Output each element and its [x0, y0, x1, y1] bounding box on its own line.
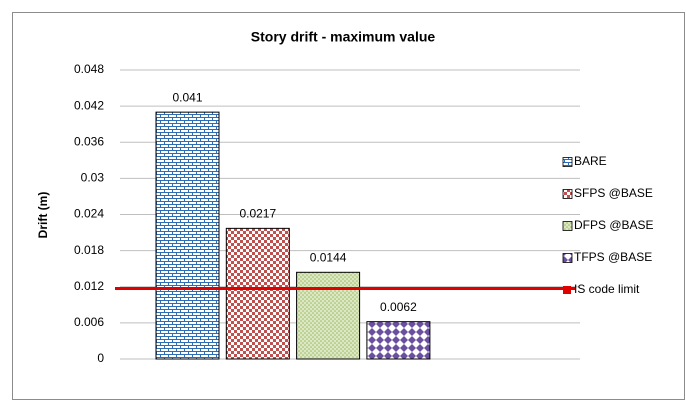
bar	[366, 321, 431, 360]
bar	[296, 271, 361, 360]
legend-label: SFPS @BASE	[574, 186, 653, 200]
y-tick-label: 0.024	[74, 207, 104, 221]
data-label: 0.0217	[239, 207, 276, 221]
legend-label: IS code limit	[574, 282, 640, 296]
y-tick-label: 0.042	[74, 98, 104, 112]
y-axis-label: Drift (m)	[36, 192, 50, 239]
legend-swatch	[562, 189, 573, 199]
data-label: 0.0144	[310, 250, 347, 264]
bar	[155, 111, 220, 360]
legend-label: BARE	[574, 154, 607, 168]
data-label: 0.0062	[380, 300, 417, 314]
y-tick-label: 0.036	[74, 134, 104, 148]
legend-swatch	[562, 253, 573, 263]
y-tick-label: 0.03	[81, 171, 105, 185]
y-tick-label: 0.006	[74, 315, 104, 329]
data-label: 0.041	[172, 90, 202, 104]
y-tick-label: 0.018	[74, 243, 104, 257]
y-tick-label: 0.012	[74, 279, 104, 293]
legend-swatch	[562, 221, 573, 231]
y-tick-label: 0.048	[74, 62, 104, 76]
legend-label: TFPS @BASE	[574, 250, 652, 264]
legend-label: DFPS @BASE	[574, 218, 654, 232]
y-tick-label: 0	[97, 351, 104, 365]
bar	[225, 227, 290, 360]
chart-title: Story drift - maximum value	[251, 29, 436, 45]
legend-swatch	[563, 286, 571, 294]
legend-swatch	[562, 157, 573, 167]
